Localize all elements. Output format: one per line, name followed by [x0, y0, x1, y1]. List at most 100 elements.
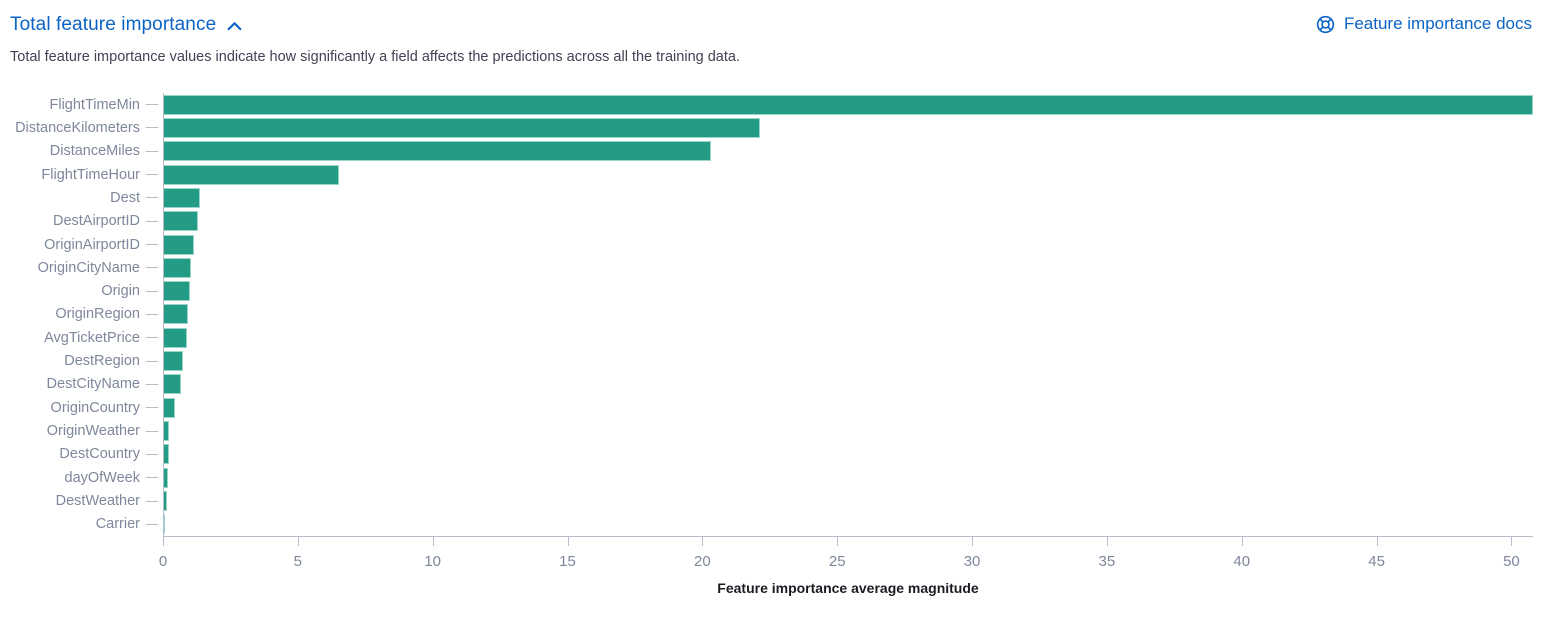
y-axis-label: OriginWeather — [46, 423, 140, 440]
bar-track — [163, 279, 1533, 303]
bar-row: OriginAirportID — [0, 232, 1542, 257]
bar-row: AvgTicketPrice — [0, 326, 1542, 350]
y-axis-label: Dest — [110, 189, 140, 206]
bar-row: OriginRegion — [0, 302, 1542, 327]
x-axis-tick — [702, 537, 704, 546]
docs-link-label: Feature importance docs — [1343, 14, 1532, 33]
y-axis-tick — [146, 407, 158, 409]
y-axis-tick — [146, 150, 158, 152]
y-axis-tick — [146, 244, 158, 246]
panel-header: Total feature importance Feature importa… — [0, 0, 1542, 36]
panel-title: Total feature importance — [10, 14, 217, 35]
x-axis-tick — [163, 537, 164, 546]
y-axis-tick — [146, 220, 158, 222]
bar-track — [163, 139, 1533, 163]
y-axis-label: DestRegion — [64, 353, 140, 370]
y-axis-label: DestAirportID — [52, 213, 140, 230]
bar-track — [163, 186, 1533, 210]
y-axis-label: Origin — [101, 283, 140, 300]
feature-importance-docs-link[interactable]: Feature importance docs — [1316, 14, 1532, 34]
y-axis-tick — [146, 360, 158, 362]
x-axis: 0 5 10 15 20 25 30 35 40 45 50 — [159, 536, 1533, 578]
x-axis-tick — [297, 537, 299, 546]
bar — [164, 141, 712, 162]
bar — [164, 187, 201, 208]
y-axis-tick — [146, 453, 158, 455]
bar — [164, 491, 167, 512]
bar-row: dayOfWeek — [0, 466, 1542, 490]
bar-row: Dest — [0, 186, 1542, 210]
y-axis-label: OriginCityName — [37, 259, 140, 276]
bar-track — [163, 209, 1533, 233]
bar-row: DestAirportID — [0, 209, 1542, 233]
bar — [164, 514, 166, 535]
y-axis-tick — [146, 477, 158, 479]
bar-track — [163, 232, 1533, 257]
y-axis-label: DistanceMiles — [49, 143, 140, 160]
bar — [164, 211, 199, 232]
help-icon — [1316, 15, 1335, 34]
bar-row: OriginCountry — [0, 396, 1542, 420]
x-axis-tick-label: 20 — [694, 553, 711, 570]
bar-track — [163, 93, 1533, 117]
x-axis-tick-label: 40 — [1233, 553, 1251, 570]
y-axis-label: OriginRegion — [55, 306, 140, 323]
bar-row: FlightTimeMin — [0, 93, 1542, 117]
y-axis-label: DistanceKilometers — [15, 119, 140, 136]
bar-track — [163, 466, 1533, 490]
x-axis-tick-label: 15 — [559, 553, 576, 570]
total-feature-importance-toggle[interactable]: Total feature importance — [10, 14, 243, 36]
bar-track — [163, 489, 1533, 513]
x-axis-tick — [972, 537, 974, 546]
x-axis-tick — [432, 537, 434, 546]
bar — [164, 397, 176, 418]
y-axis-label: DestCountry — [59, 446, 140, 463]
bar-row: OriginCityName — [0, 256, 1542, 280]
x-axis-tick-label: 10 — [424, 553, 442, 570]
bar-track — [163, 116, 1533, 140]
y-axis-tick — [146, 523, 158, 525]
x-axis-tick-label: 30 — [963, 553, 981, 570]
y-axis-tick — [146, 127, 158, 129]
y-axis-label: FlightTimeMin — [49, 96, 140, 113]
chevron-up-icon[interactable] — [226, 18, 243, 35]
bar-row: DestRegion — [0, 349, 1542, 373]
bar — [164, 281, 190, 302]
y-axis-tick — [146, 290, 158, 292]
bar-track — [163, 302, 1533, 327]
x-axis-tick-label: 0 — [158, 553, 168, 570]
y-axis-tick — [146, 174, 158, 176]
bar — [164, 234, 194, 255]
y-axis-tick — [146, 313, 158, 315]
bar-row: DestCountry — [0, 442, 1542, 467]
y-axis-tick — [146, 337, 158, 339]
y-axis-tick — [146, 500, 158, 502]
bar-track — [163, 372, 1533, 397]
feature-importance-chart: FlightTimeMin DistanceKilometers DistanceM… — [0, 93, 1542, 596]
y-axis-tick — [146, 104, 158, 106]
bar-track — [163, 419, 1533, 443]
bar — [164, 304, 189, 325]
y-axis-tick — [146, 267, 158, 269]
x-axis-tick-label: 50 — [1503, 553, 1520, 570]
y-axis-label: Carrier — [95, 516, 140, 533]
bar-row: DistanceKilometers — [0, 116, 1542, 140]
x-axis-tick-label: 45 — [1368, 553, 1385, 570]
bar-row: DestCityName — [0, 372, 1542, 397]
bar — [164, 351, 184, 372]
x-axis-tick — [837, 537, 839, 546]
bar-row: Carrier — [0, 512, 1542, 536]
bar — [164, 117, 760, 138]
bar-row: Origin — [0, 279, 1542, 303]
y-axis-label: OriginCountry — [50, 399, 140, 416]
bar — [164, 94, 1533, 115]
bar-track — [163, 512, 1533, 536]
bar-track — [163, 442, 1533, 467]
bar-track — [163, 396, 1533, 420]
y-axis-label: FlightTimeHour — [41, 166, 140, 183]
x-axis-tick — [567, 537, 569, 546]
bar — [164, 327, 187, 348]
bar-track — [163, 349, 1533, 373]
bar — [164, 421, 170, 442]
x-axis-title: Feature importance average magnitude — [717, 580, 979, 596]
